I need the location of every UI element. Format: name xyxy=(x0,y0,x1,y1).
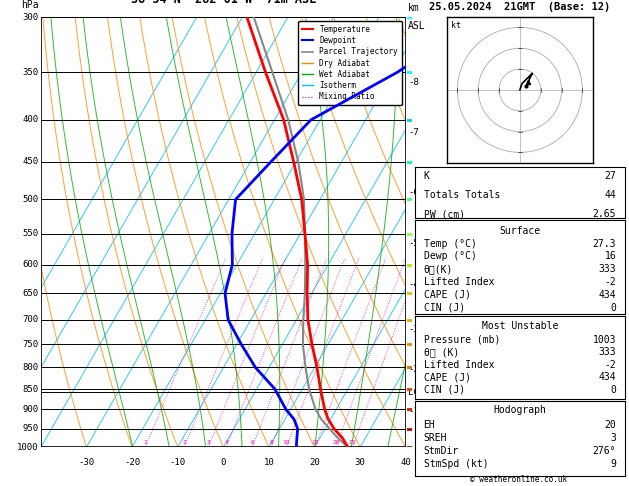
Text: -10: -10 xyxy=(170,458,186,467)
Text: 27.3: 27.3 xyxy=(593,239,616,249)
Text: 10: 10 xyxy=(264,458,274,467)
Text: K: K xyxy=(423,171,430,181)
Text: 20: 20 xyxy=(309,458,320,467)
Text: Lifted Index: Lifted Index xyxy=(423,277,494,287)
Text: 38°54'N  282°01'W  71m ASL: 38°54'N 282°01'W 71m ASL xyxy=(131,0,316,6)
Text: 650: 650 xyxy=(23,289,38,298)
Text: 750: 750 xyxy=(23,340,38,349)
Text: 15: 15 xyxy=(311,440,319,445)
Text: 500: 500 xyxy=(23,195,38,204)
Text: θᴄ(K): θᴄ(K) xyxy=(423,264,453,274)
Text: 3: 3 xyxy=(610,433,616,443)
Text: 4: 4 xyxy=(224,440,228,445)
Text: km: km xyxy=(408,3,420,14)
Text: EH: EH xyxy=(423,420,435,430)
Text: Most Unstable: Most Unstable xyxy=(482,321,558,331)
Text: -4: -4 xyxy=(408,280,419,289)
Text: 25.05.2024  21GMT  (Base: 12): 25.05.2024 21GMT (Base: 12) xyxy=(429,2,611,12)
Text: -7: -7 xyxy=(408,128,419,138)
Text: 1003: 1003 xyxy=(593,334,616,345)
Text: © weatheronline.co.uk: © weatheronline.co.uk xyxy=(470,474,567,484)
Text: Totals Totals: Totals Totals xyxy=(423,190,500,200)
Text: -2: -2 xyxy=(604,277,616,287)
Text: 20: 20 xyxy=(604,420,616,430)
Text: 333: 333 xyxy=(599,347,616,357)
Text: -3: -3 xyxy=(408,325,419,334)
Text: 1000: 1000 xyxy=(17,443,38,451)
Text: -8: -8 xyxy=(408,78,419,87)
Text: 30: 30 xyxy=(355,458,365,467)
Text: 700: 700 xyxy=(23,315,38,324)
Text: Temp (°C): Temp (°C) xyxy=(423,239,476,249)
Text: Mixing Ratio (g/kg): Mixing Ratio (g/kg) xyxy=(417,181,426,283)
Text: 900: 900 xyxy=(23,405,38,414)
Text: CAPE (J): CAPE (J) xyxy=(423,290,470,300)
Text: 550: 550 xyxy=(23,229,38,238)
Text: 434: 434 xyxy=(599,290,616,300)
Text: 9: 9 xyxy=(610,459,616,469)
Text: 0: 0 xyxy=(221,458,226,467)
Legend: Temperature, Dewpoint, Parcel Trajectory, Dry Adiabat, Wet Adiabat, Isotherm, Mi: Temperature, Dewpoint, Parcel Trajectory… xyxy=(298,21,402,105)
Text: 8: 8 xyxy=(269,440,273,445)
Text: -6: -6 xyxy=(408,188,419,197)
Text: -20: -20 xyxy=(124,458,140,467)
Text: Surface: Surface xyxy=(499,226,540,236)
Text: 25: 25 xyxy=(349,440,357,445)
Text: 16: 16 xyxy=(604,251,616,261)
Text: 0: 0 xyxy=(610,385,616,395)
Text: 20: 20 xyxy=(332,440,340,445)
Text: hPa: hPa xyxy=(21,0,38,10)
Text: θᴄ (K): θᴄ (K) xyxy=(423,347,459,357)
Text: CIN (J): CIN (J) xyxy=(423,303,465,312)
Text: 350: 350 xyxy=(23,68,38,77)
Text: 27: 27 xyxy=(604,171,616,181)
Text: 333: 333 xyxy=(599,264,616,274)
Text: 600: 600 xyxy=(23,260,38,269)
Text: 6: 6 xyxy=(250,440,254,445)
Text: 40: 40 xyxy=(400,458,411,467)
Text: StmDir: StmDir xyxy=(423,446,459,456)
Text: CAPE (J): CAPE (J) xyxy=(423,372,470,382)
Text: LCL: LCL xyxy=(408,388,424,397)
Text: 950: 950 xyxy=(23,424,38,434)
Text: -1: -1 xyxy=(408,407,419,416)
Text: -2: -2 xyxy=(408,365,419,374)
Text: 0: 0 xyxy=(610,303,616,312)
Text: 276°: 276° xyxy=(593,446,616,456)
Text: Hodograph: Hodograph xyxy=(493,405,547,416)
Text: 850: 850 xyxy=(23,384,38,394)
Text: Pressure (mb): Pressure (mb) xyxy=(423,334,500,345)
Text: kt: kt xyxy=(452,21,461,31)
Text: 800: 800 xyxy=(23,363,38,372)
Text: 400: 400 xyxy=(23,115,38,124)
Text: -30: -30 xyxy=(79,458,94,467)
Text: ASL: ASL xyxy=(408,21,426,31)
Text: 3: 3 xyxy=(206,440,210,445)
Text: Lifted Index: Lifted Index xyxy=(423,360,494,370)
Text: PW (cm): PW (cm) xyxy=(423,209,465,219)
Text: 2.65: 2.65 xyxy=(593,209,616,219)
Text: 44: 44 xyxy=(604,190,616,200)
Text: 450: 450 xyxy=(23,157,38,166)
Text: 10: 10 xyxy=(282,440,290,445)
Text: CIN (J): CIN (J) xyxy=(423,385,465,395)
Text: SREH: SREH xyxy=(423,433,447,443)
Text: StmSpd (kt): StmSpd (kt) xyxy=(423,459,488,469)
Text: Dewp (°C): Dewp (°C) xyxy=(423,251,476,261)
Text: 434: 434 xyxy=(599,372,616,382)
Text: 2: 2 xyxy=(182,440,186,445)
Text: 1: 1 xyxy=(143,440,147,445)
Text: -2: -2 xyxy=(604,360,616,370)
Text: -5: -5 xyxy=(408,239,419,248)
Text: 300: 300 xyxy=(23,13,38,21)
